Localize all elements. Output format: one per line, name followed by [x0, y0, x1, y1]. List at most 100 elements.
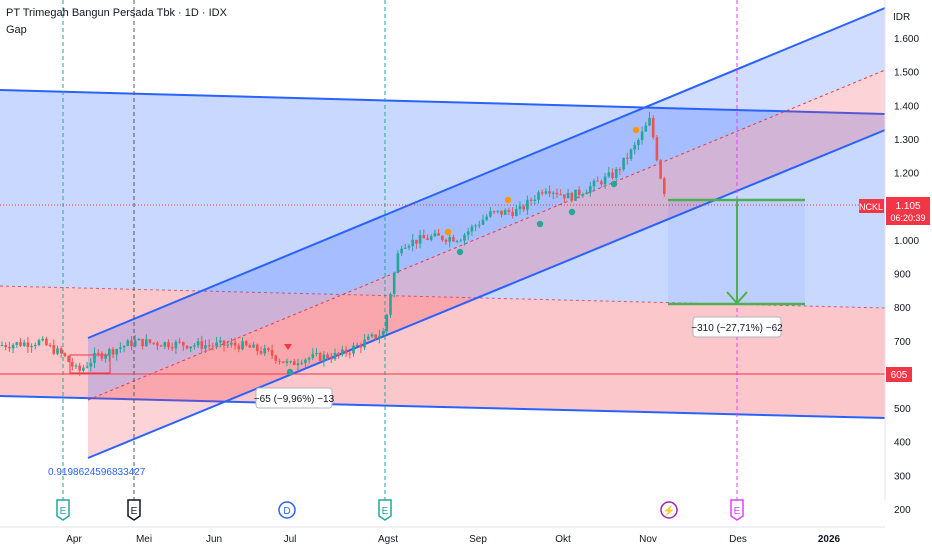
- event-marker-shape: [56, 499, 70, 521]
- candle-body: [459, 240, 463, 242]
- candle-body: [326, 354, 329, 359]
- candle-body: [441, 235, 444, 240]
- candle-body: [407, 246, 411, 248]
- candle-body: [444, 239, 448, 242]
- y-tick-label: 1.400: [894, 101, 919, 112]
- event-marker-letter: E: [734, 506, 741, 517]
- y-tick-label: 1.500: [894, 68, 919, 79]
- svg-text:06:20:39: 06:20:39: [890, 213, 925, 223]
- candle-body: [392, 272, 396, 294]
- x-tick-label: Jul: [284, 534, 297, 545]
- candle-body: [126, 340, 130, 346]
- candle-body: [389, 293, 392, 315]
- candle-body: [67, 355, 70, 362]
- candle-body: [222, 340, 226, 346]
- candle-body: [241, 341, 244, 350]
- event-marker-earnings-past[interactable]: E: [56, 499, 70, 521]
- candle-body: [26, 342, 30, 348]
- candle-body: [311, 353, 315, 358]
- candle-body: [511, 211, 514, 216]
- candle-body: [15, 342, 19, 345]
- event-marker-shape: [660, 501, 678, 519]
- candle-body: [570, 192, 574, 201]
- fib-label: 0.9198624596833427: [48, 467, 146, 478]
- candle-body: [540, 192, 544, 194]
- candle-body: [452, 237, 455, 242]
- candle-body: [211, 345, 215, 347]
- measure-2: [668, 198, 805, 306]
- svg-text:1.105: 1.105: [895, 201, 920, 212]
- blue-channel-fill: [0, 90, 885, 308]
- candle-body: [529, 199, 533, 201]
- svg-text:NCKL: NCKL: [859, 202, 883, 212]
- candle-body: [355, 344, 359, 346]
- candle-body: [518, 206, 522, 210]
- candle-body: [470, 226, 474, 232]
- x-tick-label: Apr: [66, 534, 82, 545]
- event-marker-earnings-past-dark[interactable]: E: [127, 499, 141, 521]
- candle-body: [263, 348, 266, 354]
- candle-body: [603, 176, 607, 185]
- candle-body: [100, 353, 104, 359]
- candle-body: [22, 342, 26, 346]
- candle-body: [607, 172, 611, 177]
- candle-body: [237, 345, 241, 350]
- x-tick-label: Jun: [206, 534, 222, 545]
- candle-body: [618, 169, 622, 171]
- candle-body: [500, 210, 503, 215]
- candle-body: [145, 339, 148, 347]
- candle-body: [322, 354, 326, 361]
- price-axis[interactable]: [885, 0, 932, 550]
- candle-body: [174, 341, 178, 349]
- time-axis[interactable]: [0, 527, 885, 550]
- candle-body: [637, 139, 640, 146]
- candle-body: [256, 344, 259, 352]
- candle-body: [574, 189, 577, 201]
- candle-body: [563, 194, 566, 199]
- candle-body: [400, 248, 403, 254]
- candle-body: [341, 349, 344, 355]
- candle-body: [267, 348, 270, 351]
- event-marker-earnings-past[interactable]: E: [378, 499, 392, 521]
- candle-body: [448, 237, 451, 242]
- candle-body: [182, 342, 185, 346]
- candle-body: [45, 338, 48, 346]
- signal-dot: [444, 228, 452, 236]
- candle-body: [352, 345, 355, 354]
- candle-body: [11, 344, 15, 349]
- candle-body: [526, 199, 529, 210]
- signal-dot: [632, 126, 640, 134]
- level-tag: 605: [886, 367, 912, 382]
- event-marker-shape: [127, 499, 141, 521]
- candle-body: [485, 216, 488, 220]
- candle-body: [433, 233, 437, 237]
- candle-body: [492, 211, 496, 213]
- candle-body: [429, 236, 433, 240]
- candle-body: [659, 160, 662, 179]
- rising-channel-bottom: [87, 129, 886, 459]
- event-marker-letter: ⚡: [663, 504, 675, 517]
- svg-text:605: 605: [891, 370, 908, 381]
- candle-body: [304, 359, 307, 363]
- chart-title: PT Trimegah Bangun Persada Tbk · 1D · ID…: [6, 7, 227, 19]
- candle-body: [8, 347, 11, 349]
- candle-body: [4, 345, 7, 348]
- event-marker-dividend[interactable]: D: [278, 501, 296, 519]
- candle-body: [359, 344, 363, 348]
- candle-body: [633, 145, 636, 150]
- event-marker-earnings-future[interactable]: E: [730, 499, 744, 521]
- candle-body: [348, 353, 352, 355]
- candle-body: [367, 336, 370, 340]
- event-marker-split[interactable]: ⚡: [660, 501, 678, 519]
- rising-channel-top: [87, 7, 886, 339]
- candle-body: [381, 331, 385, 336]
- gap-box: [69, 354, 111, 374]
- candle-body: [30, 346, 33, 348]
- signal-triangle: [284, 344, 292, 350]
- candle-body: [614, 169, 618, 178]
- candle-body: [233, 342, 237, 346]
- candle-body: [622, 157, 625, 170]
- candle-body: [466, 231, 470, 235]
- y-tick-label: 900: [894, 270, 911, 281]
